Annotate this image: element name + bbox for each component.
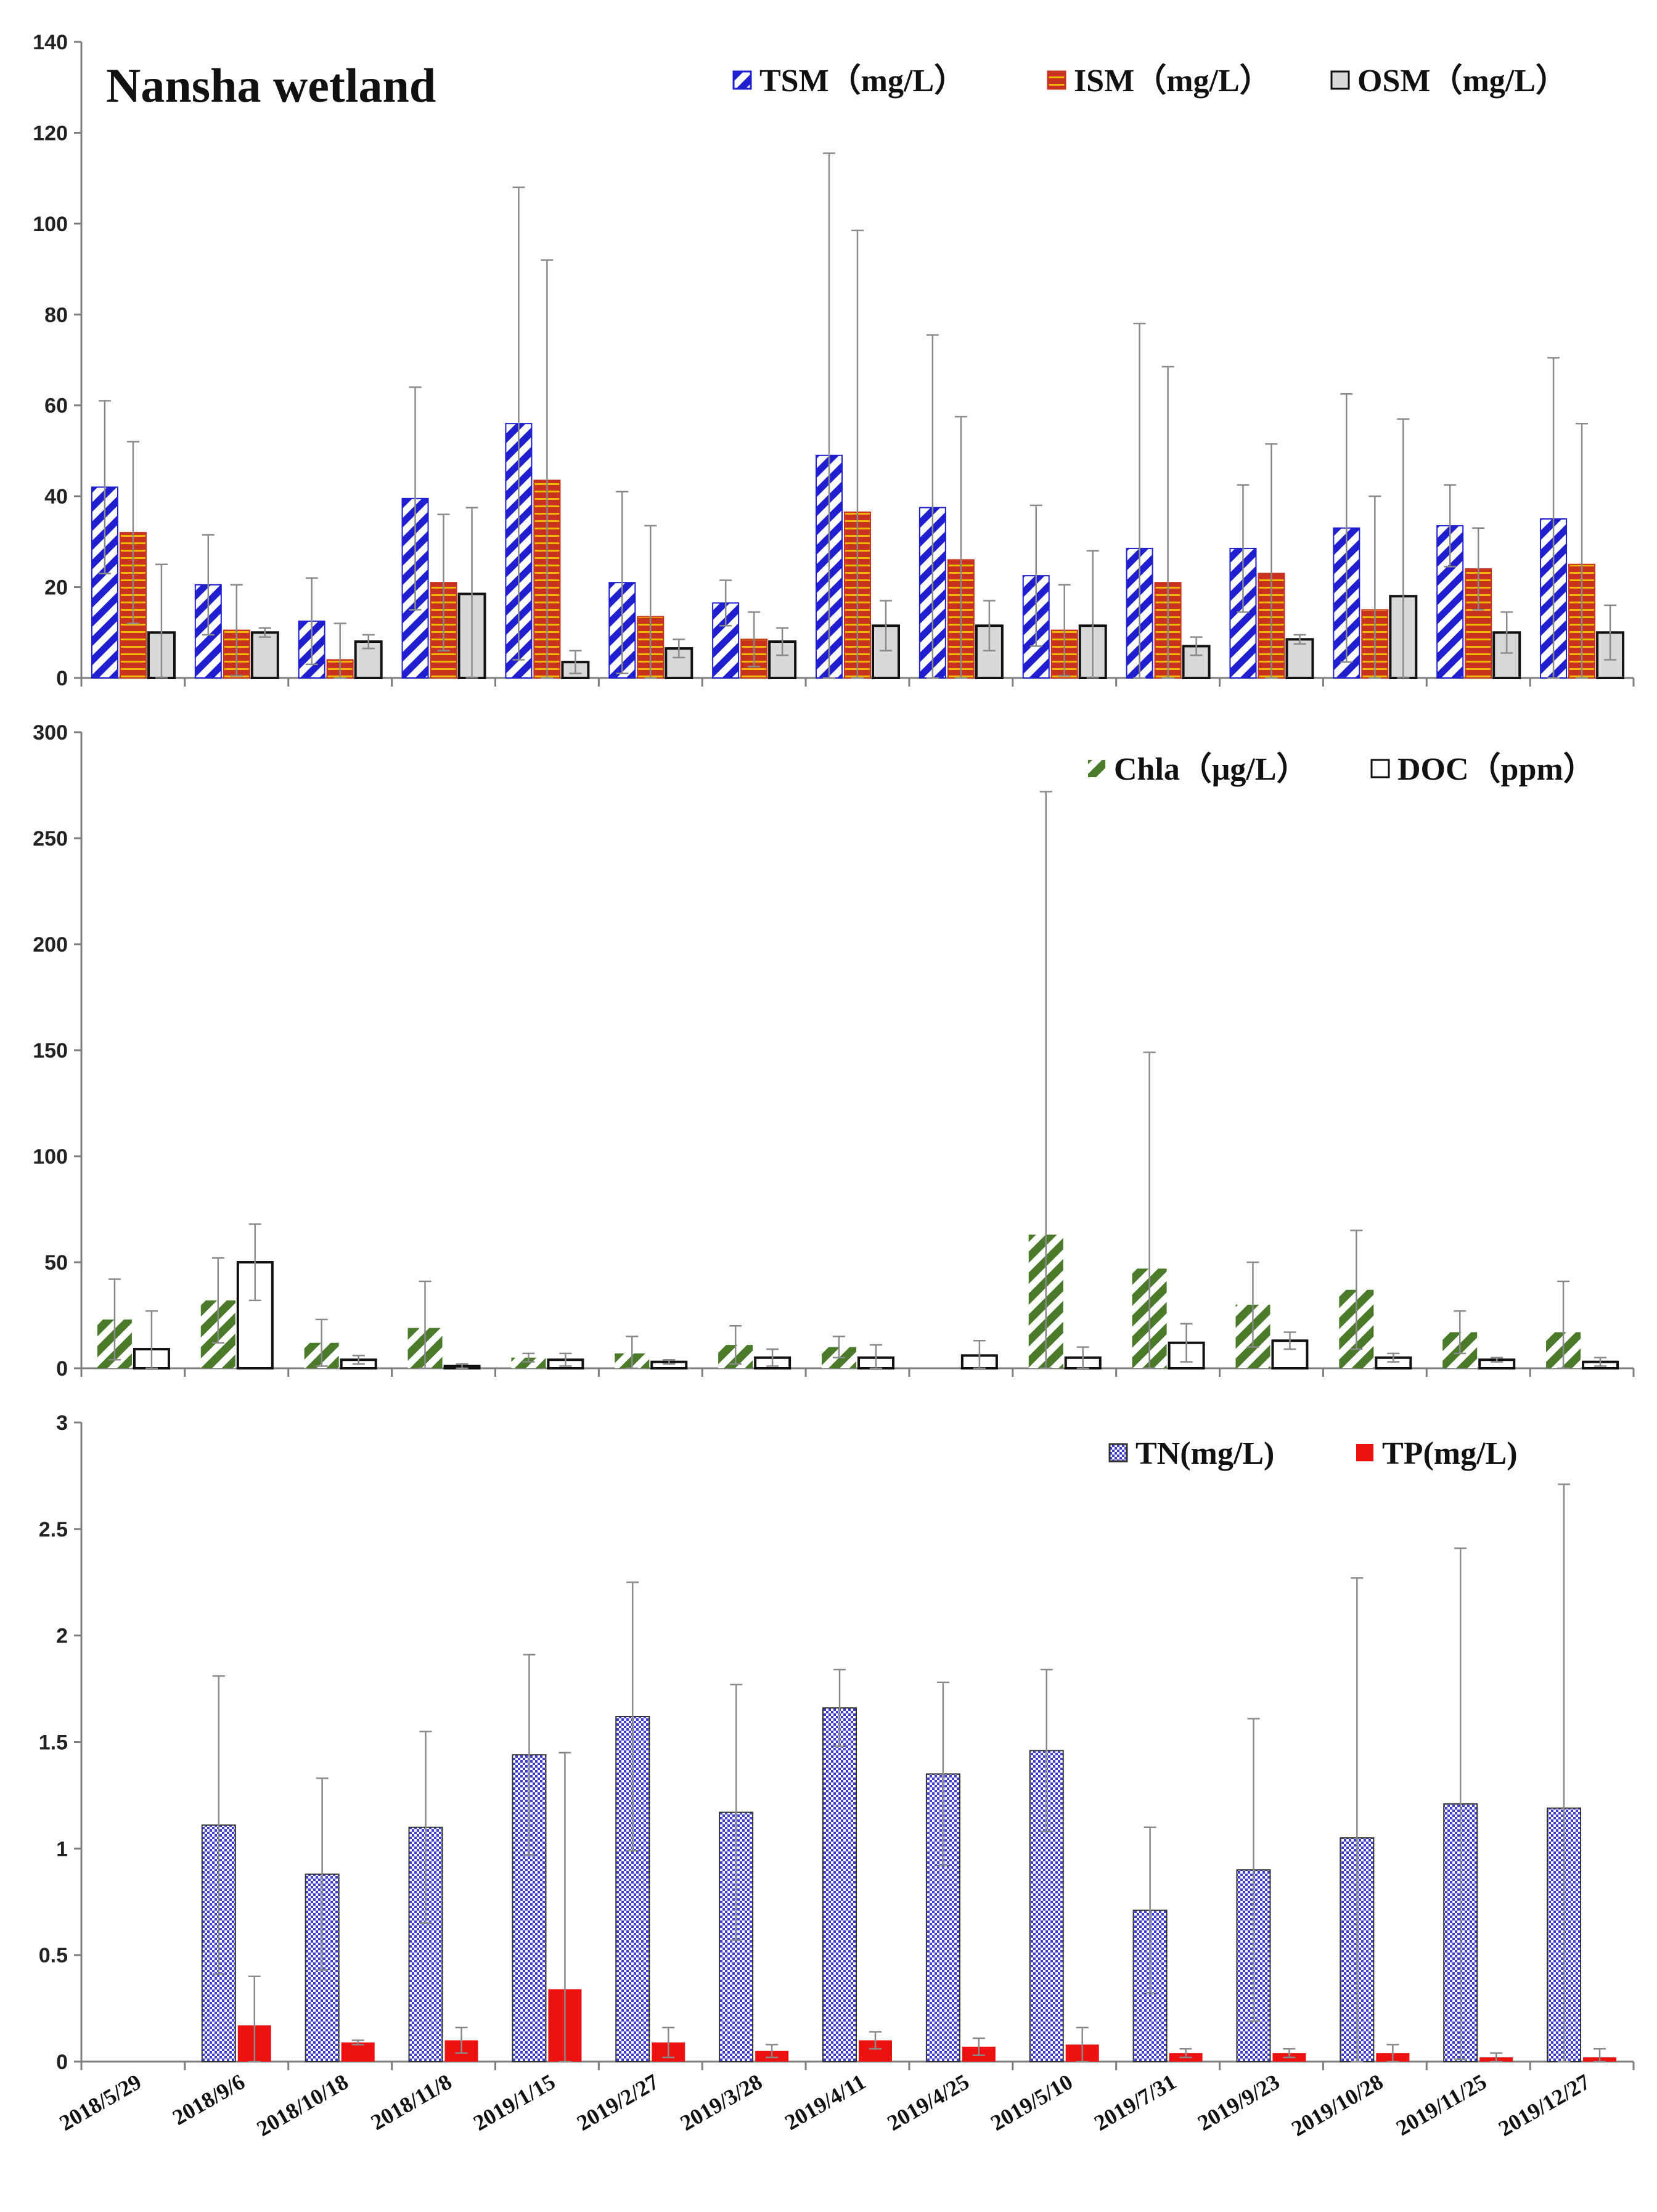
bar-tn xyxy=(408,1826,443,2062)
bar-osm xyxy=(250,631,279,680)
y-tick-label: 20 xyxy=(44,576,68,600)
x-axis-labels: 2018/5/29 2018/9/6 2018/10/18 2018/11/8 2019… xyxy=(55,2069,1594,2141)
legend-swatch-tp xyxy=(1356,1444,1373,1461)
x-tick-label: 2018/5/29 xyxy=(55,2069,145,2136)
panel-3: 0 0.5 1 1.5 2 2.5 3 TN(mg/L) TP(mg/L) xyxy=(39,1411,1635,2074)
panel-2: 0 50 100 150 200 250 300 Chla（μg/L） DOC（ppm） xyxy=(33,721,1635,1381)
legend-label-osm: OSM（mg/L） xyxy=(1357,63,1568,99)
legend-label-tsm: TSM（mg/L） xyxy=(759,63,966,99)
x-tick-label: 2019/4/25 xyxy=(883,2069,973,2136)
x-tick-label: 2019/3/28 xyxy=(676,2069,766,2136)
panel-1: 0 20 40 60 80 100 120 140 TSM（mg/L） ISM（mg/L） OSM（… xyxy=(33,31,1635,690)
chart-title: Nansha wetland xyxy=(106,59,436,112)
bar-chla xyxy=(511,1357,546,1368)
y-tick-label: 250 xyxy=(33,827,68,851)
y-tick-label: 100 xyxy=(33,213,68,236)
legend-swatch-chla xyxy=(1088,760,1105,777)
bar-tsm xyxy=(1229,547,1257,679)
y-tick-label: 120 xyxy=(33,121,68,145)
y-tick-label: 2 xyxy=(56,1625,68,1648)
legend-swatch-tn xyxy=(1108,1443,1128,1463)
x-tick-label: 2019/7/31 xyxy=(1090,2069,1180,2136)
x-tick-label: 2019/11/25 xyxy=(1392,2069,1491,2141)
legend-label-ism: ISM（mg/L） xyxy=(1074,63,1272,99)
y-tick-label: 200 xyxy=(33,933,68,957)
legend-swatch-osm xyxy=(1330,70,1350,90)
legend-label-doc: DOC（ppm） xyxy=(1397,751,1595,787)
y-tick-label: 0.5 xyxy=(39,1944,68,1967)
y-tick-label: 0 xyxy=(56,2051,68,2074)
legend-swatch-doc xyxy=(1370,759,1390,778)
y-tick-label: 100 xyxy=(33,1145,68,1169)
x-tick-label: 2019/2/27 xyxy=(573,2069,663,2136)
x-tick-label: 2018/10/18 xyxy=(253,2069,353,2141)
y-tick-label: 3 xyxy=(56,1411,68,1435)
x-tick-label: 2019/9/23 xyxy=(1193,2069,1283,2136)
x-tick-label: 2019/10/28 xyxy=(1287,2069,1387,2141)
x-tick-label: 2019/5/10 xyxy=(986,2069,1076,2136)
y-tick-label: 60 xyxy=(44,394,68,418)
bar-osm xyxy=(768,640,797,679)
bar-tn xyxy=(822,1707,857,2062)
bar-osm xyxy=(665,647,693,679)
bar-tp xyxy=(341,2042,375,2062)
legend-swatch-tsm xyxy=(732,70,752,90)
y-tick-label: 2.5 xyxy=(39,1518,68,1541)
y-tick-label: 150 xyxy=(33,1039,68,1063)
legend-label-tn: TN(mg/L) xyxy=(1135,1436,1274,1471)
y-tick-label: 1 xyxy=(56,1837,68,1861)
x-tick-label: 2019/12/27 xyxy=(1494,2069,1594,2141)
y-tick-label: 80 xyxy=(44,303,68,327)
y-tick-label: 1.5 xyxy=(39,1731,68,1755)
y-tick-label: 50 xyxy=(44,1251,68,1275)
y-tick-label: 0 xyxy=(56,667,68,690)
y-tick-label: 40 xyxy=(44,485,68,508)
legend-label-chla: Chla（μg/L） xyxy=(1114,751,1309,787)
bar-osm xyxy=(1285,638,1314,680)
legend-swatch-ism xyxy=(1047,70,1066,90)
x-tick-label: 2018/9/6 xyxy=(168,2069,249,2130)
x-tick-label: 2019/1/15 xyxy=(469,2069,559,2136)
y-tick-label: 300 xyxy=(33,721,68,745)
y-tick-label: 140 xyxy=(33,31,68,54)
x-tick-label: 2019/4/11 xyxy=(780,2069,870,2135)
y-tick-label: 0 xyxy=(56,1357,68,1381)
legend-label-tp: TP(mg/L) xyxy=(1382,1436,1518,1471)
x-tick-label: 2018/11/8 xyxy=(367,2069,456,2135)
